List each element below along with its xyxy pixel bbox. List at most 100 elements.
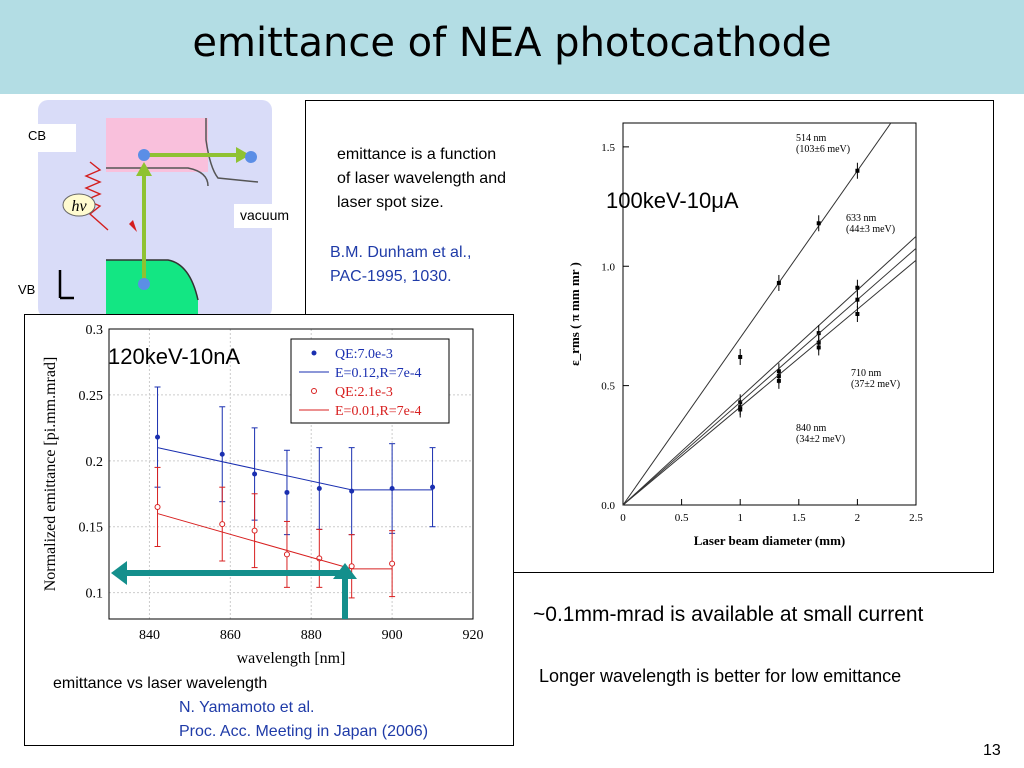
data-point — [776, 280, 781, 285]
page-number: 13 — [983, 742, 1001, 759]
data-point — [855, 297, 860, 302]
electron-cb — [138, 149, 150, 161]
yamamoto-ref-line2: Proc. Acc. Meeting in Japan (2006) — [179, 723, 429, 740]
annotation-line2: (44±3 meV) — [846, 224, 895, 235]
vb-label: VB — [18, 282, 36, 297]
x-tick-label: 920 — [463, 628, 484, 643]
y-axis-label: Normalized emittance [pi.mm.mrad] — [42, 357, 59, 592]
dunham-chart: 0 0.5 1 1.5 2 2.5 0.0 0.5 1.0 1.5 Laser beam diame… — [567, 122, 923, 548]
y-tick-label: 0.1 — [86, 587, 104, 602]
annotation-line1: 633 nm — [846, 213, 877, 224]
dunham-ref-line2: PAC-1995, 1030. — [330, 268, 452, 285]
yamamoto-condition: 120keV-10nA — [108, 344, 241, 369]
dunham-ref-line1: B.M. Dunham et al., — [330, 244, 472, 261]
x-tick-label: 860 — [220, 628, 241, 643]
legend-label: QE:7.0e-3 — [335, 347, 393, 362]
y-axis-label: ε_rms ( π mm mr ) — [567, 262, 582, 366]
data-point — [816, 345, 821, 350]
valence-band-region — [106, 260, 198, 318]
teal-vertical-arrow-head — [333, 563, 357, 579]
y-tick-label: 0.3 — [86, 323, 104, 338]
dunham-note-line3: laser spot size. — [337, 194, 444, 211]
photon-arrow-head — [129, 220, 137, 232]
data-point — [738, 407, 743, 412]
data-point — [855, 285, 860, 290]
cb-label: CB — [18, 124, 76, 152]
data-point — [776, 378, 781, 383]
yamamoto-figure: 840 860 880 900 920 0.1 0.15 0.2 0.25 0.3 waveleng… — [24, 314, 514, 746]
photon-label-bubble — [62, 193, 96, 217]
x-tick-label: 0.5 — [675, 512, 689, 524]
vb-edge-curve — [106, 259, 199, 301]
y-tick-label: 0.0 — [601, 500, 615, 512]
data-point — [155, 434, 161, 440]
data-point — [219, 521, 226, 528]
legend-label: E=0.12,R=7e-4 — [335, 366, 422, 381]
y-tick-label: 0.15 — [79, 521, 104, 536]
annotation-line2: (103±6 meV) — [796, 144, 850, 155]
photon-label: hν — [71, 198, 87, 215]
x-tick-label: 2.5 — [909, 512, 923, 524]
y-tick-label: 1.0 — [601, 261, 615, 273]
band-diagram: hν — [38, 100, 272, 318]
annotation-line1: 840 nm — [796, 423, 827, 434]
vacuum-label: vacuum — [234, 204, 302, 228]
band-diagram-svg: hν — [38, 100, 272, 318]
x-tick-label: 2 — [855, 512, 861, 524]
fit-line-3 — [622, 259, 917, 506]
data-point — [284, 489, 290, 495]
dunham-condition: 100keV-10μA — [606, 188, 739, 213]
x-axis-label: Laser beam diameter (mm) — [694, 533, 846, 548]
x-tick-label: 0 — [620, 512, 626, 524]
x-tick-label: 880 — [301, 628, 322, 643]
data-point — [154, 503, 161, 510]
data-point — [283, 551, 290, 558]
conduction-band-region — [106, 118, 208, 172]
data-point — [738, 354, 743, 359]
emission-arrow-head — [236, 147, 250, 163]
excitation-arrow-head — [136, 162, 152, 176]
data-point — [430, 484, 436, 490]
data-point — [316, 486, 322, 491]
data-point — [855, 312, 860, 316]
legend-marker — [311, 350, 317, 356]
annotation-line1: 514 nm — [796, 133, 827, 144]
dunham-note-line2: of laser wavelength and — [337, 170, 506, 187]
annotation-line2: (34±2 meV) — [796, 434, 845, 445]
data-point — [389, 560, 396, 567]
plot-frame — [108, 328, 474, 620]
x-tick-label: 1.5 — [792, 512, 806, 524]
legend-box — [290, 338, 450, 424]
fit-line-1 — [157, 447, 433, 491]
photon-wave — [84, 161, 109, 231]
y-tick-label: 1.5 — [601, 142, 615, 154]
x-tick-label: 900 — [382, 628, 403, 643]
fit-line-0 — [622, 122, 892, 506]
annotation-line2: (37±2 meV) — [851, 379, 900, 390]
x-axis-label: wavelength [nm] — [237, 650, 346, 667]
cb-edge-curve — [106, 167, 209, 187]
y-tick-label: 0.5 — [601, 381, 615, 393]
electron-vacuum — [245, 151, 257, 163]
data-point — [855, 168, 860, 173]
y-tick-label: 0.25 — [79, 389, 104, 404]
data-point — [251, 527, 258, 534]
data-point — [252, 471, 258, 477]
data-point — [816, 221, 821, 226]
electron-vb — [138, 278, 150, 290]
fit-line-2 — [622, 247, 917, 506]
x-tick-label: 840 — [139, 628, 160, 643]
legend-marker — [311, 388, 317, 394]
conclusion-1: ~0.1mm-mrad is available at small curren… — [533, 603, 924, 626]
fit-line-1 — [622, 236, 917, 506]
plot-frame — [622, 122, 917, 506]
yamamoto-caption: emittance vs laser wavelength — [53, 675, 268, 692]
fit-line-3 — [157, 513, 393, 570]
legend-label: E=0.01,R=7e-4 — [335, 404, 422, 419]
conclusion-2: Longer wavelength is better for low emit… — [539, 666, 902, 686]
yamamoto-ref-line1: N. Yamamoto et al. — [179, 699, 315, 716]
y-tick-label: 0.2 — [86, 455, 104, 470]
x-tick-label: 1 — [737, 512, 743, 524]
data-point — [219, 451, 225, 457]
annotation-line1: 710 nm — [851, 368, 882, 379]
